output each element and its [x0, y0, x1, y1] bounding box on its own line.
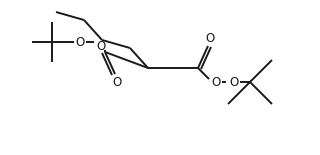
Text: O: O: [76, 35, 84, 49]
Text: O: O: [112, 75, 122, 89]
Text: O: O: [96, 40, 106, 53]
Text: O: O: [205, 31, 215, 44]
Text: O: O: [212, 75, 220, 89]
Text: O: O: [229, 75, 239, 89]
